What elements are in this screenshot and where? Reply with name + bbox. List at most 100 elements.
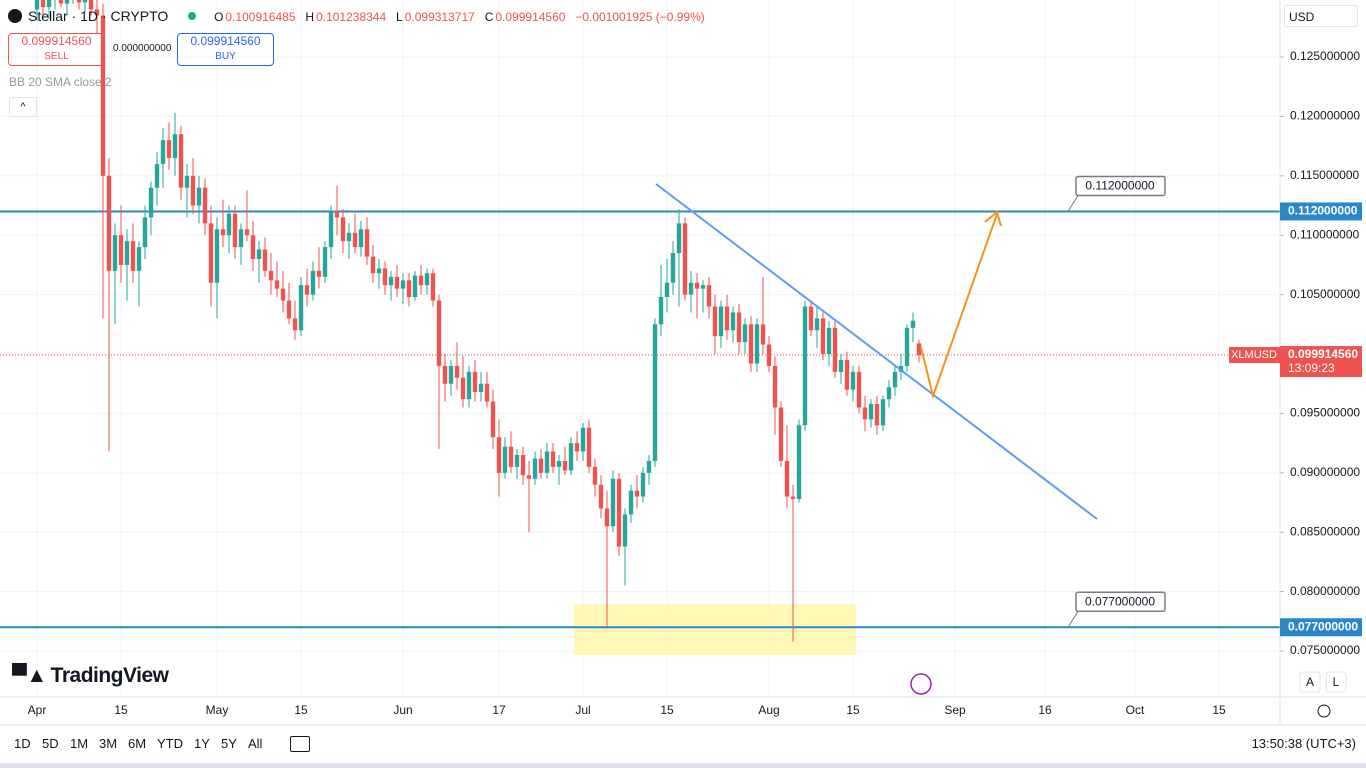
candle-body	[712, 306, 718, 337]
candle-body	[328, 211, 334, 248]
candle-body	[190, 175, 196, 206]
candle-body	[76, 0, 82, 3]
y-tick-label: 0.120000000	[1290, 109, 1360, 123]
candle-body	[214, 229, 220, 283]
candle-body	[244, 229, 250, 236]
brand-logo: ▀▲ TradingView	[12, 664, 169, 687]
candle-body	[646, 460, 652, 473]
candle-body	[196, 187, 202, 206]
buy-button[interactable]: 0.099914560 BUY	[177, 33, 274, 66]
candle-body	[892, 371, 898, 388]
candle-body	[736, 312, 742, 343]
candle-body	[838, 359, 844, 372]
arrow-head	[984, 210, 1002, 227]
candle-body	[238, 229, 244, 248]
candle-body	[868, 403, 874, 420]
x-tick-label: Apr	[28, 703, 47, 717]
timeframe-button[interactable]: YTD	[157, 736, 183, 751]
candle-body	[436, 300, 442, 366]
candle-body	[208, 223, 214, 283]
sell-button[interactable]: 0.099914560 SELL	[8, 33, 105, 66]
candle-body	[766, 344, 772, 366]
candle-body	[58, 0, 64, 4]
candle-body	[604, 508, 610, 527]
x-tick-label: 15	[1212, 703, 1226, 717]
candle-body	[574, 443, 580, 452]
countdown: 13:09:23	[1288, 361, 1335, 375]
candle-body	[298, 285, 304, 331]
settings-icon[interactable]	[1317, 704, 1331, 718]
currency-select[interactable]: USD	[1284, 5, 1358, 27]
candle-body	[142, 217, 148, 248]
status-dot	[188, 12, 197, 20]
x-tick-label: Sep	[944, 703, 966, 717]
level-axis-label: 0.112000000	[1288, 204, 1358, 218]
candle-body	[832, 327, 838, 372]
candle-body	[742, 324, 748, 343]
candle-body	[64, 0, 70, 4]
candle-body	[442, 365, 448, 384]
change: −0.001001925 (−0.99%)	[575, 10, 705, 24]
candle-body	[874, 403, 880, 426]
candle-body	[472, 371, 478, 393]
candle-body	[394, 276, 400, 289]
timeframe-button[interactable]: 1M	[70, 736, 89, 751]
candle-body	[322, 247, 328, 277]
candle-body	[640, 472, 646, 497]
open-value: 0.100916485	[225, 10, 296, 24]
candle-body	[112, 235, 118, 271]
candle-body	[568, 443, 574, 471]
candle-body	[676, 223, 682, 254]
timeframe-button[interactable]: 5D	[42, 736, 59, 751]
candle-body	[184, 175, 190, 188]
timeframe-button[interactable]: 3M	[99, 736, 118, 751]
date-range-icon[interactable]	[290, 736, 310, 752]
candle-body	[658, 297, 664, 325]
candle-body	[40, 0, 46, 8]
indicator-label[interactable]: BB 20 SMA close 2	[9, 75, 112, 89]
x-tick-label: Aug	[758, 703, 779, 717]
event-icon[interactable]	[910, 673, 932, 695]
candle-body	[172, 134, 178, 159]
candle-body	[250, 235, 256, 259]
candle-body	[478, 383, 484, 393]
log-scale-button[interactable]	[1325, 671, 1347, 693]
candle-body	[316, 270, 322, 277]
y-tick-label: 0.125000000	[1290, 49, 1360, 63]
candle-body	[418, 275, 424, 286]
candle-body	[844, 359, 850, 390]
low-value: 0.099313717	[404, 10, 475, 24]
x-tick-label: 15	[294, 703, 308, 717]
candle-body	[610, 478, 616, 527]
timeframe-button[interactable]: 6M	[128, 736, 147, 751]
y-tick-label: 0.110000000	[1290, 227, 1360, 241]
symbol-tag	[1229, 347, 1280, 364]
x-tick-label: 15	[660, 703, 674, 717]
auto-scale-button[interactable]	[1299, 671, 1321, 693]
candle-body	[556, 460, 562, 467]
collapse-button[interactable]: ^	[9, 97, 37, 117]
timeframe-button[interactable]: All	[248, 736, 263, 751]
candle-body	[220, 229, 226, 236]
candle-body	[406, 280, 412, 298]
low-key: L	[396, 10, 403, 24]
candles	[34, 0, 922, 642]
grid	[0, 0, 1280, 697]
candle-body	[400, 280, 406, 289]
candle-body	[334, 211, 340, 218]
price-tag	[1280, 346, 1362, 378]
timeframe-button[interactable]: 5Y	[221, 736, 237, 751]
timeframe-button[interactable]: 1D	[14, 736, 31, 751]
timeframe-button[interactable]: 1Y	[194, 736, 210, 751]
candle-body	[784, 460, 790, 497]
clock: 13:50:38 (UTC+3)	[1251, 736, 1356, 751]
candle-body	[772, 365, 778, 408]
level-callout-pointer	[1067, 195, 1079, 212]
candle-body	[274, 280, 280, 289]
candle-body	[598, 484, 604, 509]
candle-body	[850, 371, 856, 390]
candle-body	[820, 318, 826, 355]
candle-body	[352, 232, 358, 248]
y-tick-label: 0.090000000	[1290, 465, 1360, 479]
candle-body	[388, 276, 394, 286]
